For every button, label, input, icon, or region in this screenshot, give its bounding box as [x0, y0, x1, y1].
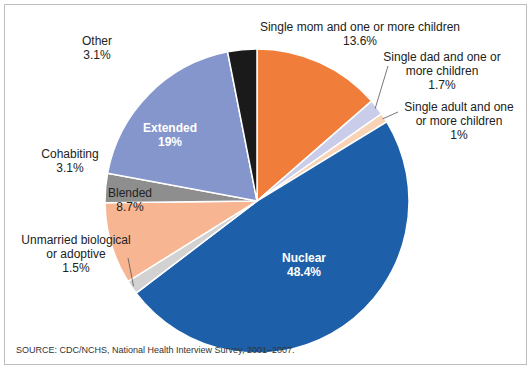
value-label: 1.7% [428, 78, 456, 92]
leader-line [383, 112, 398, 119]
value-label: 3.1% [56, 161, 84, 175]
value-label: 3.1% [83, 48, 111, 62]
labels: Single mom and one or more children13.6%… [21, 20, 514, 286]
value-label: 13.6% [343, 34, 377, 48]
label-line: or adoptive [46, 247, 106, 261]
label-line: Other [82, 34, 112, 48]
slice-label: Nuclear [282, 251, 326, 265]
slice [228, 49, 257, 201]
label-line: Single adult and one [404, 100, 514, 114]
label-line: Extended [143, 121, 197, 135]
frame [5, 5, 527, 365]
source: SOURCE: CDC/NCHS, National Health Interv… [16, 345, 294, 355]
value-label: 19% [158, 135, 182, 149]
label-line: Cohabiting [41, 147, 98, 161]
slice-label: Other [82, 34, 112, 48]
value-label: 48.4% [287, 265, 321, 279]
slice-label: Single adult and oneor more children [404, 100, 514, 128]
label-line: Single mom and one or more children [260, 20, 460, 34]
value-label: 1.5% [62, 261, 90, 275]
label-line: Single dad and one or [383, 50, 500, 64]
label-line: Unmarried biological [21, 233, 130, 247]
label-line: Nuclear [282, 251, 326, 265]
label-line: more children [406, 64, 479, 78]
label-line: or more children [416, 114, 503, 128]
slice-label: Single dad and one ormore children [383, 50, 500, 78]
label-line: Blended [108, 186, 152, 200]
slice-label: Cohabiting [41, 147, 98, 161]
value-label: 1% [450, 128, 468, 142]
slice-label: Blended [108, 186, 152, 200]
slice-label: Extended [143, 121, 197, 135]
value-label: 8.7% [116, 200, 144, 214]
slice-label: Single mom and one or more children [260, 20, 460, 34]
chart: Single mom and one or more children13.6%… [0, 0, 531, 369]
leader-line [128, 258, 134, 286]
slice-label: Unmarried biologicalor adoptive [21, 233, 130, 261]
slices [105, 49, 409, 353]
leader-line [375, 66, 388, 109]
